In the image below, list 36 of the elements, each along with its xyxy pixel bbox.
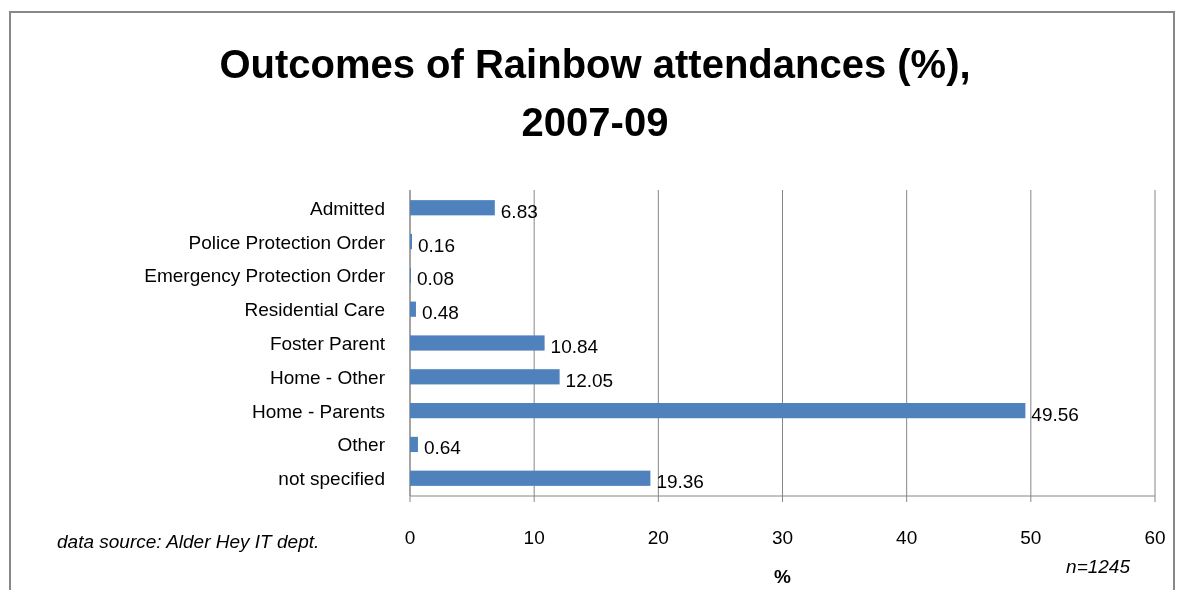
y-tick-label: Emergency Protection Order	[144, 265, 386, 287]
data-label: 0.64	[423, 437, 462, 459]
y-tick-label: Residential Care	[244, 299, 385, 321]
data-label: 6.83	[500, 200, 538, 222]
bar	[410, 335, 545, 351]
text: n=1245	[1066, 556, 1131, 577]
y-tick-label: not specified	[278, 468, 385, 490]
data-label: 0.08	[416, 268, 454, 290]
y-tick-label: Home - Parents	[251, 400, 385, 422]
x-tick-label: 60	[1144, 527, 1166, 548]
y-tick-label: Foster Parent	[269, 333, 386, 354]
data-label: 19.36	[656, 471, 704, 493]
bar	[410, 200, 495, 216]
data-label: 12.05	[565, 369, 614, 391]
data-label: 0.48	[421, 302, 459, 324]
x-tick-label: 40	[896, 527, 918, 548]
x-tick-label: 20	[647, 527, 669, 548]
x-tick-label: 50	[1020, 527, 1042, 548]
bar	[410, 301, 416, 317]
data-label: 10.84	[550, 336, 599, 357]
data-label: 0.16	[417, 234, 455, 256]
x-tick-label: 30	[771, 527, 794, 548]
bar	[410, 436, 418, 453]
source-note: data source: Alder Hey IT dept.	[57, 531, 320, 552]
y-tick-label: Police Protection Order	[188, 231, 386, 253]
data-label: 49.56	[1031, 403, 1079, 425]
bar	[410, 470, 651, 486]
bar	[410, 369, 560, 385]
chart-title: Outcomes of Rainbow attendances (%), 2007-09	[219, 42, 971, 144]
y-tick-label: Other	[337, 434, 386, 456]
x-tick-label: 0	[404, 527, 416, 548]
bar	[410, 403, 1026, 419]
x-axis-title: %	[774, 566, 792, 587]
y-tick-label: Admitted	[310, 197, 385, 219]
x-tick-label: 10	[523, 527, 545, 548]
y-tick-label: Home - Other	[269, 366, 386, 388]
